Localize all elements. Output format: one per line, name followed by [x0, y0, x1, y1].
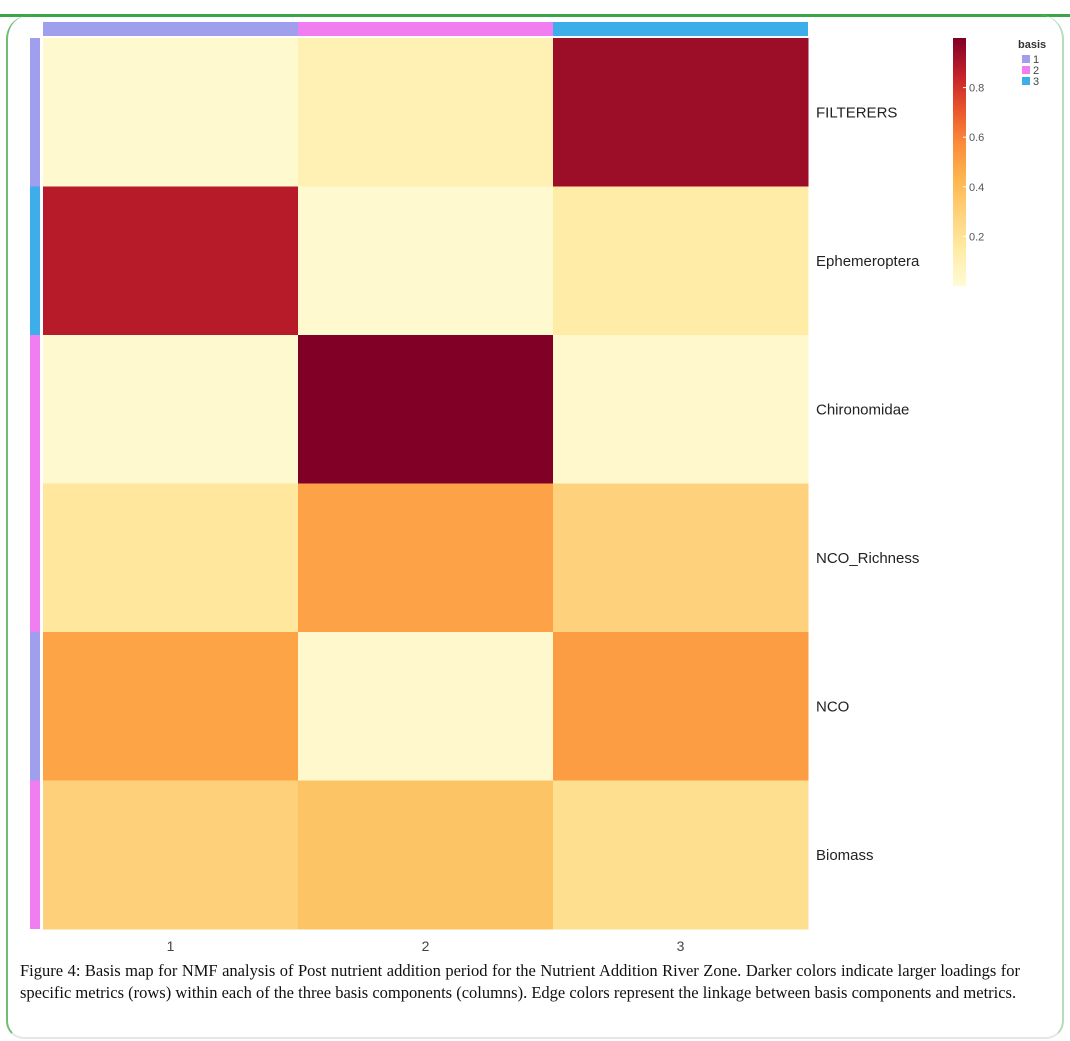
heatmap-cell-ephemeroptera-2	[298, 186, 554, 336]
legend-swatch-3	[1022, 77, 1030, 85]
heatmap-cell-ephemeroptera-3	[553, 186, 809, 336]
row-basis-strip-nco_richness	[30, 483, 40, 632]
legend-title: basis	[1018, 39, 1046, 51]
heatmap-cell-nco_richness-1	[43, 483, 299, 633]
row-label-biomass: Biomass	[816, 847, 874, 864]
row-basis-strip-ephemeroptera	[30, 186, 40, 335]
row-basis-strip-filterers	[30, 38, 40, 187]
legend-label-3: 3	[1033, 76, 1039, 88]
heatmap-cell-nco_richness-3	[553, 483, 809, 633]
legend-swatch-1	[1022, 55, 1030, 63]
heatmap-cell-filterers-1	[43, 38, 299, 187]
column-label-1: 1	[167, 938, 175, 954]
heatmap-cell-nco_richness-2	[298, 483, 554, 633]
row-basis-strip-biomass	[30, 780, 40, 929]
colorbar-tick-label-0.2: 0.2	[969, 231, 984, 243]
legend-label-1: 1	[1033, 54, 1039, 66]
heatmap-cell-nco-1	[43, 632, 299, 781]
legend-swatch-2	[1022, 66, 1030, 74]
colorbar	[953, 38, 966, 286]
column-basis-strip-3	[553, 22, 808, 36]
column-basis-strip-1	[43, 22, 298, 36]
colorbar-tick-label-0.8: 0.8	[969, 83, 984, 95]
heatmap-chart: FILTERERS Ephemeroptera Chironomidae NCO_Ri…	[30, 22, 1046, 954]
row-basis-strip-chironomidae	[30, 335, 40, 484]
top-rule	[0, 14, 1070, 17]
heatmap-cell-biomass-2	[298, 780, 554, 930]
figure-caption: Figure 4: Basis map for NMF analysis of …	[20, 961, 1020, 1002]
heatmap-cell-biomass-1	[43, 780, 299, 930]
row-label-ephemeroptera: Ephemeroptera	[816, 253, 920, 270]
column-basis-strip-2	[298, 22, 553, 36]
colorbar-tick-label-0.6: 0.6	[969, 132, 984, 144]
legend-label-2: 2	[1033, 65, 1039, 77]
heatmap-cell-nco-3	[553, 632, 809, 781]
row-label-nco: NCO	[816, 698, 849, 715]
row-label-nco_richness: NCO_Richness	[816, 550, 919, 567]
heatmap-cell-chironomidae-1	[43, 335, 299, 484]
heatmap-cell-ephemeroptera-1	[43, 186, 299, 336]
row-label-chironomidae: Chironomidae	[816, 401, 909, 418]
column-label-2: 2	[422, 938, 430, 954]
heatmap-cell-chironomidae-2	[298, 335, 554, 484]
heatmap-cell-biomass-3	[553, 780, 809, 930]
column-label-3: 3	[677, 938, 685, 954]
colorbar-tick-label-0.4: 0.4	[969, 182, 984, 194]
heatmap-cell-chironomidae-3	[553, 335, 809, 484]
heatmap-cell-nco-2	[298, 632, 554, 781]
heatmap-cell-filterers-2	[298, 38, 554, 187]
row-basis-strip-nco	[30, 632, 40, 781]
heatmap-cell-filterers-3	[553, 38, 809, 187]
row-label-filterers: FILTERERS	[816, 104, 897, 121]
